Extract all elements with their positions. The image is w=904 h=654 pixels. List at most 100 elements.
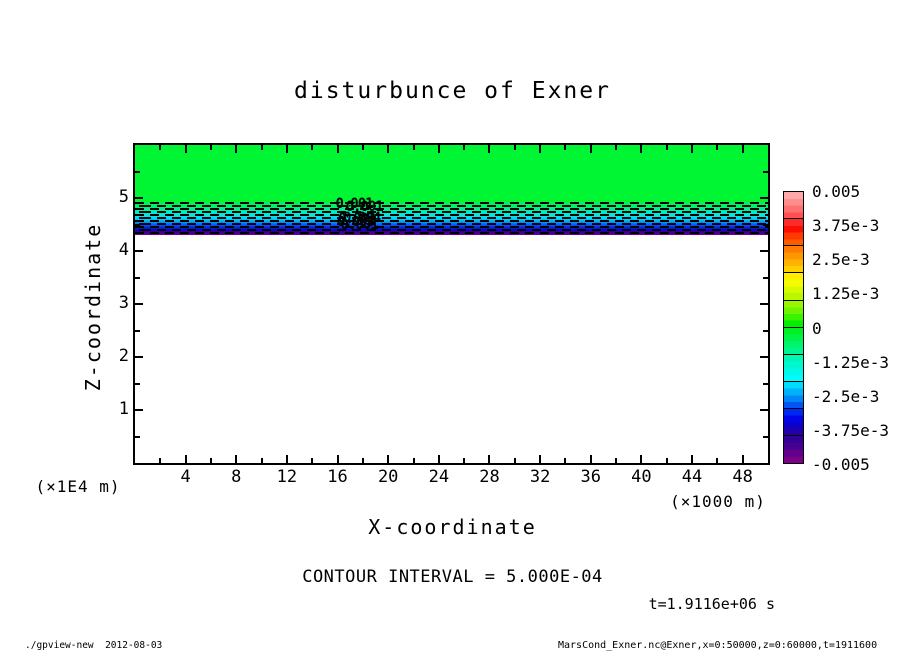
tick-mark xyxy=(159,458,162,463)
tick-mark xyxy=(209,458,212,463)
tick-mark xyxy=(159,145,162,150)
tick-mark xyxy=(260,458,263,463)
colorbar-box xyxy=(783,380,804,410)
colorbar-tick-label: -3.75e-3 xyxy=(812,420,890,440)
tick-mark xyxy=(135,197,143,199)
tick-mark xyxy=(763,223,768,226)
tick-mark xyxy=(135,435,140,438)
x-tick-label: 32 xyxy=(529,467,551,487)
colorbar-box xyxy=(783,272,804,302)
contour-interval-text: CONTOUR INTERVAL = 5.000E-04 xyxy=(302,567,603,587)
negative-contour-line xyxy=(135,208,768,210)
negative-contour-line xyxy=(135,220,768,222)
tick-mark xyxy=(336,455,339,463)
tick-mark xyxy=(135,276,140,279)
time-stamp-text: t=1.9116e+06 s xyxy=(648,595,775,613)
tick-mark xyxy=(760,197,768,199)
colorbar-box xyxy=(783,191,804,220)
y-tick-label: 3 xyxy=(118,293,129,313)
footer-dataset-text: MarsCond_Exner.nc@Exner,x=0:50000,z=0:60… xyxy=(558,640,878,651)
tick-mark xyxy=(741,455,744,463)
tick-mark xyxy=(763,170,768,173)
negative-contour-line xyxy=(135,228,768,231)
tick-mark xyxy=(763,329,768,332)
tick-mark xyxy=(135,223,140,226)
colorbar-tick-label: -1.25e-3 xyxy=(812,352,890,372)
negative-contour-line xyxy=(135,231,768,234)
tick-mark xyxy=(488,455,491,463)
tick-mark xyxy=(135,303,143,305)
y-tick-label: 4 xyxy=(118,240,129,260)
tick-mark xyxy=(437,455,440,463)
contour-label: 0.001 xyxy=(345,199,384,215)
tick-mark xyxy=(691,455,694,463)
colorbar-tick-label: -0.005 xyxy=(812,455,870,474)
tick-mark xyxy=(135,329,140,332)
negative-contour-line xyxy=(135,214,768,216)
tick-mark xyxy=(716,145,719,150)
tick-mark xyxy=(665,145,668,150)
tick-mark xyxy=(463,145,466,150)
colorbar-tick-label: 2.5e-3 xyxy=(812,250,870,270)
x-tick-label: 28 xyxy=(479,467,500,487)
tick-mark xyxy=(135,170,140,173)
tick-mark xyxy=(539,145,542,153)
contour-label: 0.004 xyxy=(343,209,381,226)
contour-label: 0.003 xyxy=(336,213,375,230)
tick-mark xyxy=(361,145,364,150)
tick-mark xyxy=(387,145,390,153)
contour-label: 0.002 xyxy=(337,211,376,228)
x-tick-label: 44 xyxy=(681,467,703,487)
tick-mark xyxy=(311,145,314,150)
tick-mark xyxy=(412,458,415,463)
tick-mark xyxy=(760,409,768,411)
y-axis-units-label: (×1E4 m) xyxy=(35,477,121,496)
fill-positive-region xyxy=(135,145,768,201)
tick-mark xyxy=(763,276,768,279)
contour-label: 0.001 xyxy=(340,216,379,233)
tick-mark xyxy=(184,145,187,153)
tick-mark xyxy=(564,458,567,463)
x-axis-title: X-coordinate xyxy=(368,515,537,539)
plot-area: 0.001 0.001 0.004 0.002 0.003 0.001 xyxy=(133,143,770,465)
tick-mark xyxy=(741,145,744,153)
colorbar-tick-label: 1.25e-3 xyxy=(812,284,880,304)
tick-mark xyxy=(589,455,592,463)
tick-mark xyxy=(285,455,288,463)
x-tick-label: 48 xyxy=(732,467,753,487)
colorbar-box xyxy=(783,218,804,247)
footer-command-text: ./gpview-new 2012-08-03 xyxy=(25,640,163,651)
negative-contour-line xyxy=(135,223,768,225)
contour-label: 0.001 xyxy=(335,196,373,213)
tick-mark xyxy=(760,356,768,358)
tick-mark xyxy=(209,145,212,150)
tick-mark xyxy=(763,382,768,385)
negative-contour-line xyxy=(135,225,768,228)
y-tick-label: 1 xyxy=(118,399,129,419)
colorbar-box xyxy=(783,299,804,329)
tick-mark xyxy=(135,409,143,411)
colorbar-box xyxy=(783,408,804,437)
colorbar-tick-label: 3.75e-3 xyxy=(812,216,880,236)
x-tick-label: 24 xyxy=(428,467,450,487)
tick-mark xyxy=(135,250,143,252)
tick-mark xyxy=(760,250,768,252)
tick-mark xyxy=(412,145,415,150)
tick-mark xyxy=(760,303,768,305)
tick-mark xyxy=(564,145,567,150)
tick-mark xyxy=(285,145,288,153)
negative-contour-line xyxy=(135,202,768,205)
x-tick-label: 8 xyxy=(231,467,242,487)
tick-mark xyxy=(615,145,618,150)
negative-contour-line xyxy=(135,217,768,219)
colorbar-tick-label: 0 xyxy=(812,318,822,338)
plot-title: disturbunce of Exner xyxy=(294,78,611,104)
tick-mark xyxy=(691,145,694,153)
tick-mark xyxy=(513,458,516,463)
tick-mark xyxy=(336,145,339,153)
tick-mark xyxy=(640,455,643,463)
tick-mark xyxy=(539,455,542,463)
tick-mark xyxy=(260,145,263,150)
x-tick-label: 4 xyxy=(180,467,191,487)
